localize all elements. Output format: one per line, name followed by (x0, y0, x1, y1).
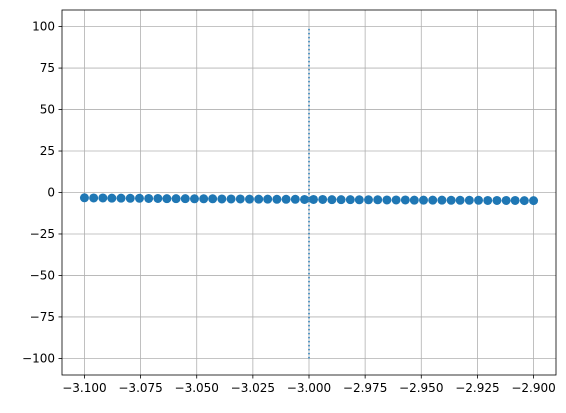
scatter-point (171, 194, 181, 204)
scatter-point (318, 194, 328, 204)
scatter-point (144, 193, 154, 203)
y-tick-label: −75 (30, 310, 55, 324)
scatter-point (364, 195, 374, 205)
scatter-points (79, 193, 539, 206)
x-tick-label: −3.075 (118, 381, 162, 395)
y-tick-label: −25 (30, 227, 55, 241)
scatter-point (272, 194, 282, 204)
scatter-point (345, 195, 355, 205)
scatter-point (327, 195, 337, 205)
scatter-point (180, 194, 190, 204)
scatter-point (455, 195, 465, 205)
scatter-point (529, 196, 539, 206)
scatter-point (235, 194, 245, 204)
scatter-point (446, 195, 456, 205)
scatter-point (464, 195, 474, 205)
x-tick-label: −3.100 (62, 381, 106, 395)
scatter-point (501, 195, 511, 205)
scatter-point (263, 194, 273, 204)
x-tick-label: −2.900 (511, 381, 555, 395)
scatter-point (492, 195, 502, 205)
scatter-point (419, 195, 429, 205)
x-tick-label: −3.050 (175, 381, 219, 395)
y-tick-label: 25 (40, 144, 55, 158)
scatter-point (208, 194, 218, 204)
scatter-point (391, 195, 401, 205)
scatter-point (226, 194, 236, 204)
scatter-point (199, 194, 209, 204)
scatter-point (281, 194, 291, 204)
scatter-point (134, 193, 144, 203)
scatter-point (162, 194, 172, 204)
scatter-point (217, 194, 227, 204)
scatter-point (89, 193, 99, 203)
scatter-point (382, 195, 392, 205)
x-tick-label: −2.950 (399, 381, 443, 395)
scatter-point (125, 193, 135, 203)
scatter-point (400, 195, 410, 205)
scatter-point (409, 195, 419, 205)
x-tick-label: −3.000 (287, 381, 331, 395)
scatter-point (153, 193, 163, 203)
y-tick-label: 75 (40, 61, 55, 75)
scatter-point (98, 193, 108, 203)
scatter-point (308, 194, 318, 204)
scatter-point (79, 193, 89, 203)
y-tick-label: 50 (40, 103, 55, 117)
x-axis-ticks: −3.100 −3.075 −3.050 −3.025 −3.000 −2.975 −2.9… (62, 375, 556, 395)
x-tick-label: −2.925 (455, 381, 499, 395)
y-tick-label: −50 (30, 268, 55, 282)
y-tick-label: −100 (22, 351, 55, 365)
scatter-point (254, 194, 264, 204)
scatter-point (189, 194, 199, 204)
scatter-point (373, 195, 383, 205)
y-tick-label: 0 (47, 186, 55, 200)
scatter-point (428, 195, 438, 205)
x-tick-label: −3.025 (231, 381, 275, 395)
y-tick-label: 100 (32, 20, 55, 34)
y-axis-ticks: 100 75 50 25 0 −25 −50 −75 −100 (22, 20, 62, 365)
scatter-point (107, 193, 117, 203)
scatter-point (354, 195, 364, 205)
scatter-point (300, 194, 310, 204)
scatter-point (483, 195, 493, 205)
scatter-point (290, 194, 300, 204)
scatter-point (474, 195, 484, 205)
scatter-point (437, 195, 447, 205)
scatter-point (510, 195, 520, 205)
scatter-point (336, 195, 346, 205)
x-tick-label: −2.975 (343, 381, 387, 395)
scatter-point (244, 194, 254, 204)
scatter-point (116, 193, 126, 203)
scatter-point (519, 196, 529, 206)
